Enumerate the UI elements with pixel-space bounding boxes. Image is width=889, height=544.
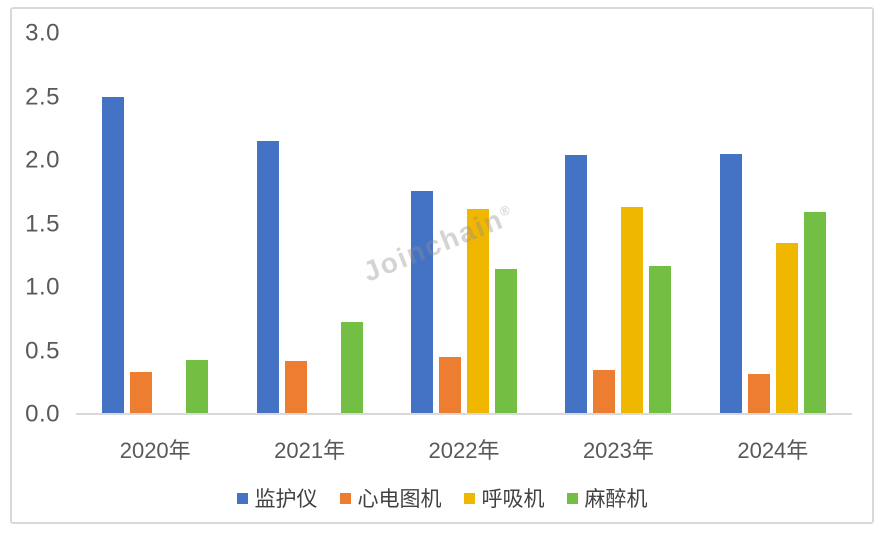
- y-tick-label: 0.5: [25, 336, 60, 364]
- bar: [284, 361, 307, 413]
- bar: [719, 154, 742, 413]
- y-tick-label: 2.0: [25, 146, 60, 174]
- bar: [775, 243, 798, 413]
- y-tick-label: 2.5: [25, 82, 60, 110]
- x-axis-line: [76, 413, 852, 415]
- bar-group: [78, 9, 232, 413]
- bar: [256, 141, 279, 413]
- x-tick-label: 2024年: [737, 438, 809, 463]
- y-tick-label: 3.0: [25, 19, 60, 47]
- x-tick-label: 2023年: [582, 438, 654, 463]
- legend-label: 麻醉机: [584, 488, 648, 511]
- y-tick-label: 1.0: [25, 273, 60, 301]
- y-tick-label: 1.5: [25, 209, 60, 237]
- bar: [411, 191, 434, 413]
- legend-item: 监护仪: [236, 483, 318, 513]
- x-tick-label: 2022年: [428, 438, 500, 463]
- bar-group: [696, 9, 850, 413]
- bar: [621, 207, 644, 413]
- legend-swatch-icon: [566, 492, 578, 504]
- legend-item: 心电图机: [339, 483, 442, 513]
- bar-groups: [78, 9, 850, 413]
- x-tick-label: 2020年: [119, 438, 191, 463]
- bar: [803, 212, 826, 413]
- legend-item: 呼吸机: [463, 483, 545, 513]
- bar-group: [541, 9, 695, 413]
- legend-label: 心电图机: [357, 488, 442, 511]
- legend-swatch-icon: [463, 492, 475, 504]
- bar-group: [232, 9, 386, 413]
- legend-label: 监护仪: [254, 488, 318, 511]
- plot-area: 3.0 2.5 2.0 1.5 1.0 0.5 0.0 2020年 2021年 2022年 202…: [12, 9, 872, 522]
- y-tick-label: 0.0: [25, 400, 60, 428]
- x-tick-label: 2021年: [274, 438, 346, 463]
- bar: [649, 266, 672, 413]
- bar: [495, 269, 518, 413]
- x-axis-labels: 2020年 2021年 2022年 2023年 2024年: [78, 433, 850, 465]
- bar: [747, 374, 770, 413]
- legend-swatch-icon: [236, 492, 248, 504]
- bar: [102, 97, 125, 413]
- bar: [593, 370, 616, 413]
- legend-item: 麻醉机: [566, 483, 648, 513]
- legend-swatch-icon: [339, 492, 351, 504]
- bar: [439, 357, 462, 413]
- legend-label: 呼吸机: [481, 488, 545, 511]
- chart-card: 3.0 2.5 2.0 1.5 1.0 0.5 0.0 2020年 2021年 2022年 202…: [10, 7, 874, 524]
- legend: 监护仪 心电图机 呼吸机 麻醉机: [12, 483, 872, 513]
- bar: [565, 155, 588, 413]
- bar: [340, 322, 363, 413]
- bar: [467, 209, 490, 413]
- bar: [186, 360, 209, 413]
- bar: [130, 372, 153, 413]
- bar-group: [387, 9, 541, 413]
